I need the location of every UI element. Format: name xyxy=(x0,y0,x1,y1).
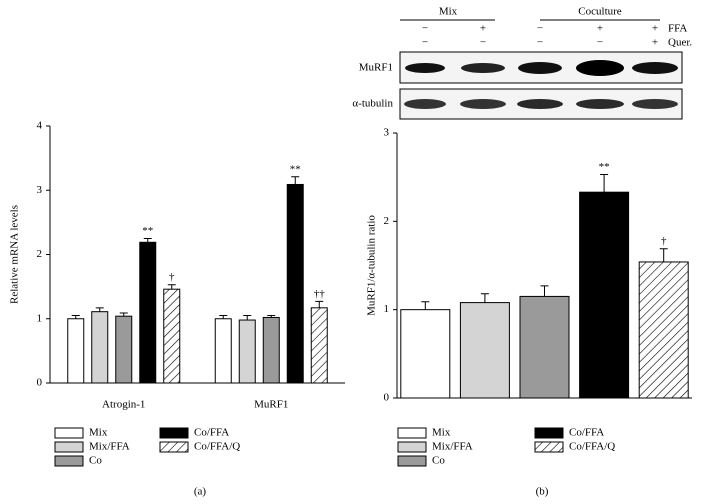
condition-label: FFA xyxy=(668,23,687,35)
error-bar xyxy=(71,315,80,319)
x-tick-label: MuRF1 xyxy=(254,399,288,411)
blot-group-label: Mix xyxy=(439,6,458,18)
legend-label: Co xyxy=(432,455,445,467)
legend-swatch xyxy=(54,455,84,467)
legend-label: Mix/FFA xyxy=(432,441,473,453)
y-axis-title: MuRF1/α-tubulin ratio xyxy=(366,215,378,316)
error-bar xyxy=(421,301,430,310)
legend-swatch xyxy=(534,441,564,453)
error-bar xyxy=(267,315,276,318)
bar xyxy=(579,191,630,399)
condition-sign: + xyxy=(652,23,658,35)
bar xyxy=(163,288,181,384)
error-bar xyxy=(659,248,668,262)
bar xyxy=(519,295,570,399)
significance-mark: ** xyxy=(290,163,301,175)
blot-row-label: MuRF1 xyxy=(359,62,393,74)
y-tick-label: 1 xyxy=(384,303,390,315)
legend-label: Co/FFA xyxy=(194,427,229,439)
legend-swatch xyxy=(397,427,427,439)
bar xyxy=(214,318,232,384)
panel-label: (a) xyxy=(194,486,207,498)
condition-sign: − xyxy=(480,37,486,49)
x-tick-label: Atrogin-1 xyxy=(102,399,145,411)
legend-label: Co xyxy=(89,455,102,467)
condition-sign: − xyxy=(537,23,543,35)
legend-swatch xyxy=(397,455,427,467)
y-axis-title: Relative mRNA levels xyxy=(9,205,21,304)
blot-row-label: α-tubulin xyxy=(352,98,393,110)
error-bar xyxy=(600,174,609,193)
bar xyxy=(310,307,328,384)
bar xyxy=(286,183,304,384)
significance-mark: †† xyxy=(314,288,326,300)
bar xyxy=(238,319,256,384)
bar xyxy=(459,302,510,399)
error-bar xyxy=(95,307,104,312)
y-tick-label: 1 xyxy=(37,312,43,324)
legend-swatch xyxy=(54,427,84,439)
bar xyxy=(91,311,109,384)
legend-label: Co/FFA/Q xyxy=(569,441,615,453)
condition-label: Quer. xyxy=(668,37,692,49)
blot-group-label: Coculture xyxy=(578,6,621,18)
bar xyxy=(262,316,280,384)
error-bar xyxy=(315,300,324,308)
error-bar xyxy=(219,315,228,319)
y-tick-label: 3 xyxy=(384,127,390,139)
bar xyxy=(67,318,85,384)
legend-label: Co/FFA/Q xyxy=(194,441,240,453)
condition-sign: − xyxy=(537,37,543,49)
legend-swatch xyxy=(159,441,189,453)
condition-sign: + xyxy=(652,37,658,49)
significance-mark: ** xyxy=(599,161,610,173)
condition-sign: − xyxy=(422,37,428,49)
y-tick-label: 2 xyxy=(37,248,43,260)
significance-mark: † xyxy=(661,235,667,247)
bar xyxy=(400,309,451,399)
legend-label: Mix xyxy=(432,427,451,439)
y-tick-label: 4 xyxy=(37,120,43,132)
y-tick-label: 2 xyxy=(384,215,390,227)
blot-image xyxy=(399,19,683,120)
legend-swatch xyxy=(159,427,189,439)
error-bar xyxy=(243,315,252,321)
condition-sign: + xyxy=(597,23,603,35)
condition-sign: − xyxy=(597,37,603,49)
error-bar xyxy=(291,176,300,185)
legend-label: Mix/FFA xyxy=(89,441,130,453)
significance-mark: ** xyxy=(142,225,153,237)
error-bar xyxy=(480,293,489,303)
y-tick-label: 0 xyxy=(384,392,390,404)
bar xyxy=(115,315,133,384)
legend-swatch xyxy=(54,441,84,453)
legend-swatch xyxy=(534,427,564,439)
legend-label: Co/FFA xyxy=(569,427,604,439)
condition-sign: − xyxy=(422,23,428,35)
bar xyxy=(638,261,689,399)
panel-label: (b) xyxy=(536,486,549,498)
y-tick-label: 3 xyxy=(37,184,43,196)
error-bar xyxy=(167,284,176,290)
legend-label: Mix xyxy=(89,427,108,439)
condition-sign: + xyxy=(480,23,486,35)
error-bar xyxy=(119,312,128,317)
bar xyxy=(139,241,157,384)
error-bar xyxy=(540,285,549,297)
legend-swatch xyxy=(397,441,427,453)
error-bar xyxy=(143,237,152,243)
significance-mark: † xyxy=(169,271,175,283)
y-tick-label: 0 xyxy=(37,377,43,389)
